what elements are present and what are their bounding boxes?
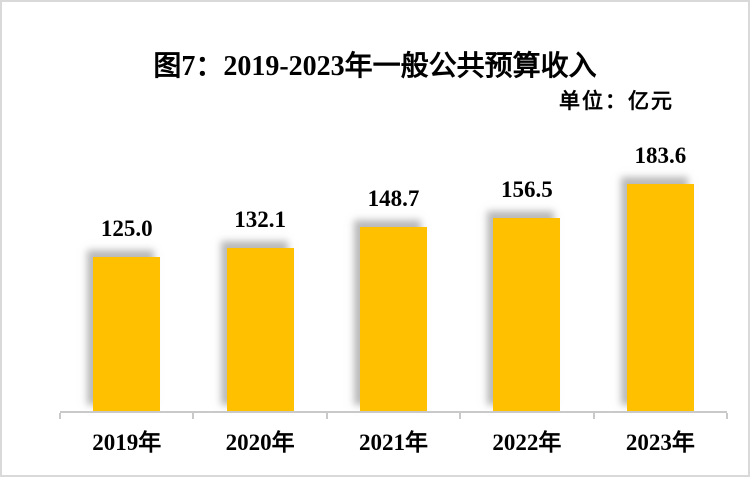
unit-label: 单位：亿元 xyxy=(559,89,674,113)
bar xyxy=(226,248,294,412)
bar-value-label: 183.6 xyxy=(634,142,687,168)
category-label: 2022年 xyxy=(492,430,562,455)
bar-column: 125.0 xyxy=(60,2,193,412)
bar xyxy=(93,257,161,412)
axis-tick xyxy=(59,413,61,419)
bar xyxy=(493,218,561,412)
axis-tick xyxy=(726,413,728,419)
axis-tick xyxy=(459,413,461,419)
bar xyxy=(626,184,694,412)
bar-column: 156.5 xyxy=(460,2,593,412)
bar-value-label: 125.0 xyxy=(100,215,153,241)
bar-value-label: 132.1 xyxy=(234,206,286,232)
category-label: 2019年 xyxy=(92,430,162,455)
bar xyxy=(360,227,428,412)
x-axis-line xyxy=(60,411,727,413)
bar-value-label: 156.5 xyxy=(501,176,553,202)
plot-area: 125.0 132.1 148.7 156.5 183.6 xyxy=(60,2,727,412)
bar-column: 183.6 xyxy=(594,2,727,412)
category-label: 2023年 xyxy=(625,430,695,455)
bar-column: 132.1 xyxy=(193,2,326,412)
bar-column: 148.7 xyxy=(327,2,460,412)
chart-title: 图7：2019-2023年一般公共预算收入 xyxy=(153,51,597,82)
axis-tick xyxy=(593,413,595,419)
category-label: 2021年 xyxy=(359,430,429,455)
bar-value-label: 148.7 xyxy=(367,185,420,211)
axis-tick xyxy=(326,413,328,419)
category-label: 2020年 xyxy=(225,430,295,455)
category-axis: 2019年 2020年 2021年 2022年 2023年 xyxy=(60,423,727,457)
axis-tick xyxy=(192,413,194,419)
